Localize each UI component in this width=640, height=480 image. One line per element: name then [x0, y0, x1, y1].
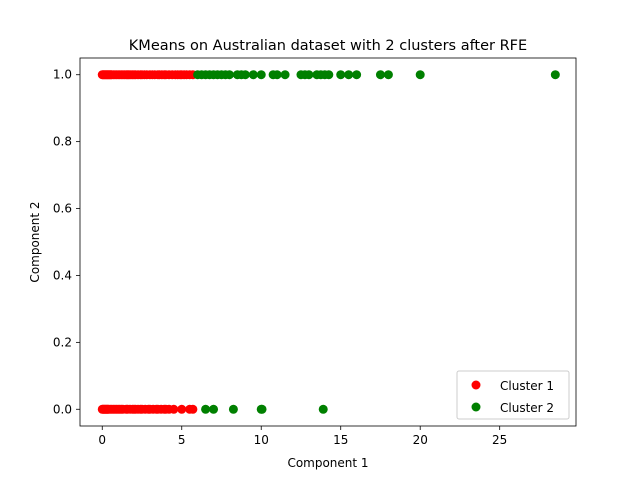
x-axis-ticks: 0 5 10 15 20 25	[98, 426, 507, 447]
legend: Cluster 1 Cluster 2	[456, 370, 570, 420]
data-point-cluster-1	[177, 404, 187, 414]
data-point-cluster-2	[228, 404, 238, 414]
chart-title: KMeans on Australian dataset with 2 clus…	[129, 38, 527, 54]
legend-label-cluster-2: Cluster 2	[500, 401, 554, 415]
legend-label-cluster-1: Cluster 1	[500, 379, 554, 393]
data-point-cluster-2	[318, 404, 328, 414]
x-tick-label: 10	[254, 433, 269, 447]
y-tick-label: 0.4	[53, 268, 72, 282]
y-axis-label: Component 2	[28, 201, 42, 282]
data-point-cluster-2	[201, 404, 211, 414]
data-point-cluster-2	[304, 70, 314, 80]
y-tick-label: 0.0	[53, 402, 72, 416]
data-point-cluster-2	[224, 70, 234, 80]
data-point-cluster-2	[352, 70, 362, 80]
legend-marker-cluster-1	[471, 380, 481, 390]
x-axis-label: Component 1	[287, 456, 368, 470]
x-tick-label: 15	[333, 433, 348, 447]
data-point-cluster-2	[256, 70, 266, 80]
data-point-cluster-2	[375, 70, 385, 80]
data-point-cluster-1	[169, 404, 179, 414]
data-point-cluster-2	[248, 70, 258, 80]
data-point-cluster-2	[550, 70, 560, 80]
x-tick-label: 20	[413, 433, 428, 447]
plot-frame	[79, 57, 577, 427]
data-point-cluster-2	[209, 404, 219, 414]
y-tick-label: 0.6	[53, 202, 72, 216]
data-point-cluster-2	[336, 70, 346, 80]
data-point-cluster-1	[188, 404, 198, 414]
x-tick-label: 5	[178, 433, 186, 447]
y-tick-label: 0.8	[53, 135, 72, 149]
data-point-cluster-2	[257, 404, 267, 414]
data-point-cluster-2	[240, 70, 250, 80]
y-tick-label: 0.2	[53, 335, 72, 349]
y-axis-ticks: 0.0 0.2 0.4 0.6 0.8 1.0	[53, 68, 80, 416]
data-point-cluster-2	[383, 70, 393, 80]
y-tick-label: 1.0	[53, 68, 72, 82]
x-tick-label: 0	[98, 433, 106, 447]
legend-box	[456, 370, 570, 420]
x-tick-label: 25	[492, 433, 507, 447]
data-point-cluster-2	[344, 70, 354, 80]
points-layer	[97, 70, 560, 414]
data-point-cluster-2	[280, 70, 290, 80]
legend-marker-cluster-2	[471, 402, 481, 412]
data-point-cluster-2	[415, 70, 425, 80]
data-point-cluster-2	[272, 70, 282, 80]
data-point-cluster-2	[324, 70, 334, 80]
